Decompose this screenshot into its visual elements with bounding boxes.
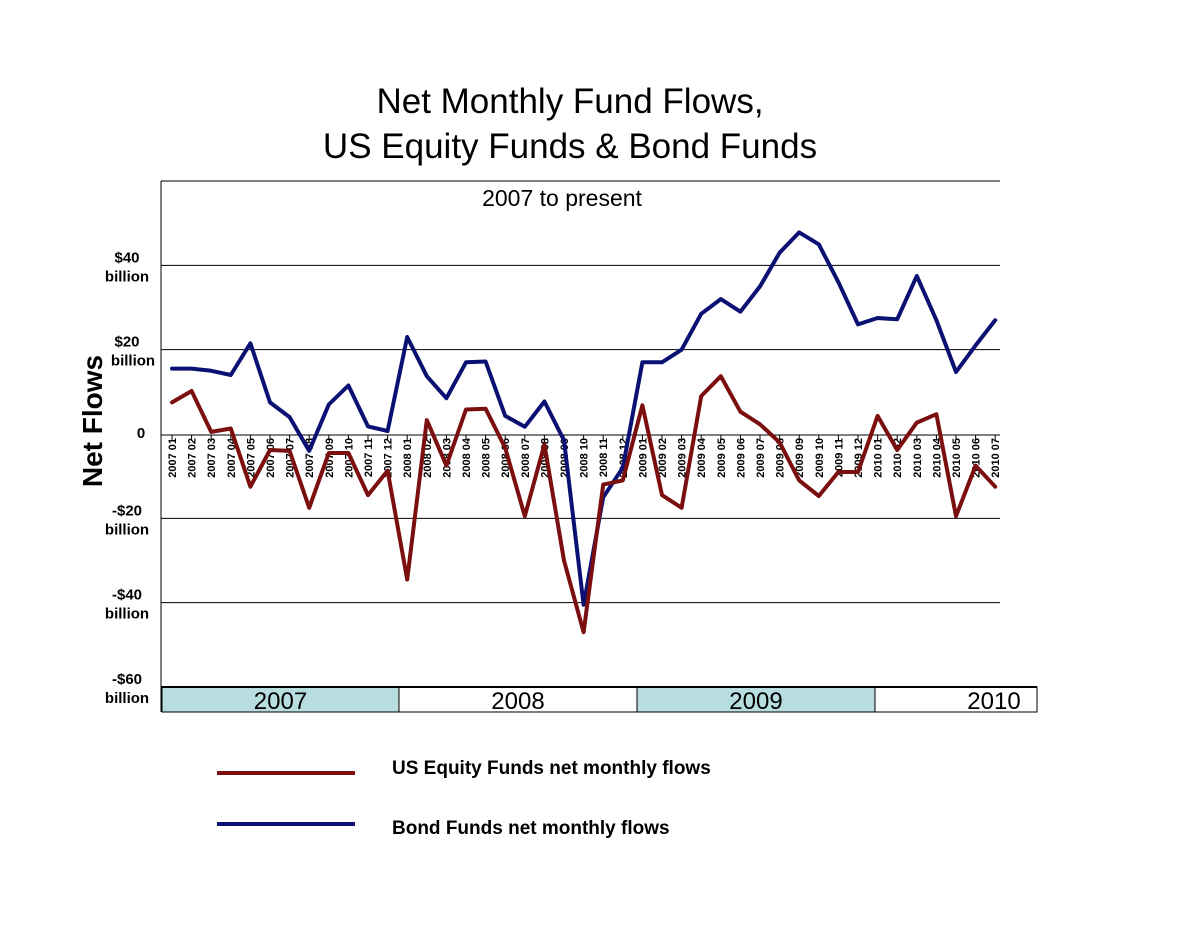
chart-title-line-1: Net Monthly Fund Flows, <box>376 82 763 121</box>
year-label: 2007 <box>254 688 307 715</box>
x-tick-label: 2009 07 <box>755 438 767 478</box>
series-line-bond <box>170 230 998 607</box>
series-line-equity <box>170 374 998 635</box>
year-label: 2008 <box>491 688 544 715</box>
x-tick-label: 2009 12 <box>853 438 865 478</box>
y-tick-label: billion <box>105 521 149 538</box>
x-tick-label: 2008 01 <box>402 438 414 478</box>
x-tick-label: 2007 12 <box>383 438 395 478</box>
x-tick-label: 2008 07 <box>520 438 532 478</box>
y-axis-label: Net Flows <box>77 355 108 487</box>
x-tick-label: 2007 06 <box>265 438 277 478</box>
x-tick-label: 2008 04 <box>461 437 473 478</box>
legend: US Equity Funds net monthly flows Bond F… <box>217 758 711 839</box>
x-tick-label: 2007 09 <box>324 438 336 478</box>
x-tick-label: 2010 04 <box>931 437 943 478</box>
gridlines <box>161 180 1000 604</box>
legend-label-equity: US Equity Funds net monthly flows <box>392 758 711 779</box>
x-tick-label: 2010 05 <box>951 438 963 478</box>
y-tick-label: -$20 <box>112 502 142 519</box>
chart-title-line-2: US Equity Funds & Bond Funds <box>323 127 817 166</box>
x-tick-label: 2010 03 <box>912 438 924 478</box>
chart-subtitle: 2007 to present <box>482 185 642 211</box>
x-tick-label: 2009 02 <box>657 438 669 478</box>
year-cell <box>161 686 400 713</box>
x-tick-label: 2009 09 <box>794 438 806 478</box>
x-tick-label: 2008 11 <box>598 438 610 477</box>
y-tick-label: 0 <box>137 425 145 442</box>
y-tick-labels: $40 billion $20 billion 0 -$20 billion -$40 bill… <box>105 249 155 707</box>
x-tick-label: 2007 11 <box>363 438 375 477</box>
series-lines <box>170 230 998 635</box>
year-label: 2009 <box>729 688 782 715</box>
x-tick-label: 2009 04 <box>696 437 708 478</box>
x-tick-label: 2007 02 <box>187 438 199 478</box>
year-band: 2007 2008 2009 2010 <box>161 686 1038 715</box>
x-tick-label: 2009 05 <box>716 438 728 478</box>
y-tick-label: billion <box>111 353 155 370</box>
y-tick-label: billion <box>105 690 149 707</box>
x-tick-label: 2009 11 <box>833 438 845 477</box>
x-tick-label: 2009 01 <box>637 438 649 478</box>
y-tick-label: -$40 <box>112 587 142 604</box>
x-tick-label: 2010 01 <box>873 438 885 478</box>
x-tick-label: 2009 03 <box>677 438 689 478</box>
x-tick-label: 2007 03 <box>206 438 218 478</box>
y-tick-label: billion <box>105 606 149 623</box>
legend-label-bond: Bond Funds net monthly flows <box>392 818 670 839</box>
x-tick-label: 2007 05 <box>245 438 257 478</box>
x-tick-label: 2008 10 <box>579 438 591 478</box>
x-tick-label: 2009 10 <box>814 438 826 478</box>
y-tick-label: $40 <box>114 249 139 266</box>
x-tick-label: 2010 07 <box>990 438 1002 478</box>
x-tick-label: 2009 06 <box>735 438 747 478</box>
x-tick-label: 2007 04 <box>226 437 238 478</box>
x-tick-label: 2007 01 <box>167 438 179 478</box>
x-tick-label: 2008 05 <box>481 438 493 478</box>
year-label: 2010 <box>967 688 1020 715</box>
y-tick-label: $20 <box>114 334 139 351</box>
y-tick-label: -$60 <box>112 671 142 688</box>
y-tick-label: billion <box>105 268 149 285</box>
